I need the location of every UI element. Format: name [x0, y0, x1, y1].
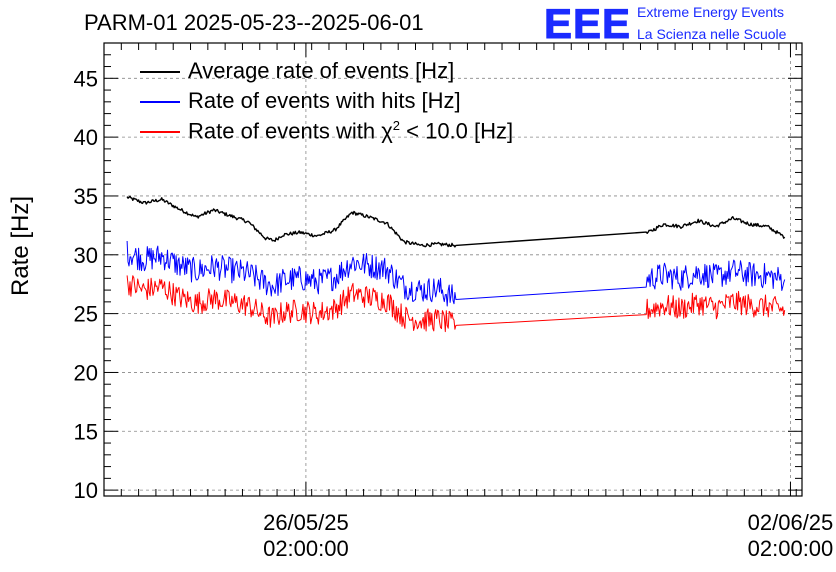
- legend-swatch-hits: [140, 101, 180, 103]
- axes: 101520253035404526/05/2502:00:0002/06/25…: [74, 42, 834, 561]
- legend-label-hits: Rate of events with hits [Hz]: [188, 88, 461, 113]
- legend-label-chi2: Rate of events with χ2 < 10.0 [Hz]: [188, 118, 513, 144]
- logo-subtitle-line2: La Scienza nelle Scuole: [637, 26, 787, 42]
- legend-swatch-chi2: [140, 131, 180, 133]
- series-line-1: [126, 240, 786, 307]
- y-tick-label: 25: [74, 302, 98, 327]
- y-tick-label: 35: [74, 184, 98, 209]
- y-tick-label: 15: [74, 419, 98, 444]
- chart-title: PARM-01 2025-05-23--2025-06-01: [84, 10, 424, 35]
- x-tick-label-date: 26/05/25: [263, 510, 349, 535]
- x-tick-label-time: 02:00:00: [748, 536, 834, 561]
- series-layer: [126, 195, 786, 333]
- logo-subtitle-line1: Extreme Energy Events: [637, 4, 785, 20]
- legend-chi2-suffix: < 10.0 [Hz]: [400, 118, 514, 144]
- plot-frame: [103, 42, 803, 497]
- grid-lines: [104, 43, 802, 496]
- x-tick-label-time: 02:00:00: [263, 536, 349, 561]
- y-tick-label: 45: [74, 66, 98, 91]
- legend-chi2-prefix: Rate of events with: [188, 118, 382, 144]
- legend-label-average: Average rate of events [Hz]: [188, 58, 455, 83]
- y-tick-label: 40: [74, 125, 98, 150]
- legend-chi2-symbol: χ: [381, 118, 393, 144]
- y-tick-label: 30: [74, 243, 98, 268]
- x-tick-label-date: 02/06/25: [748, 510, 834, 535]
- series-line-0: [126, 195, 786, 248]
- legend-swatch-average: [140, 71, 180, 73]
- series-line-2: [126, 275, 786, 333]
- legend-chi2-superscript: 2: [392, 118, 401, 133]
- eee-logo: EEE: [543, 0, 632, 47]
- y-tick-label: 20: [74, 360, 98, 385]
- y-tick-label: 10: [74, 478, 98, 503]
